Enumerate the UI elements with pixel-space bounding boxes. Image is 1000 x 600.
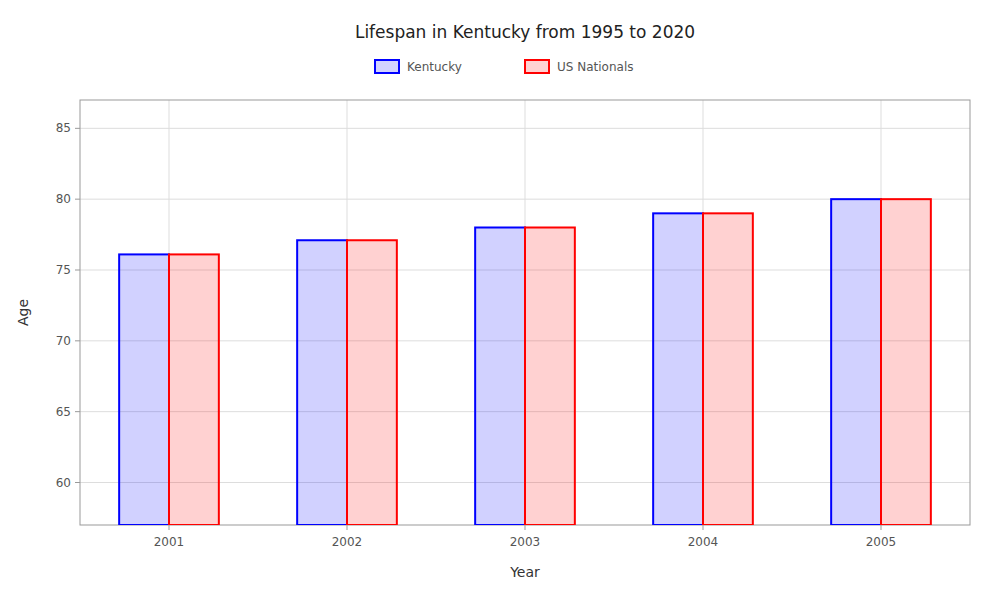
x-tick-label: 2004 <box>688 535 719 549</box>
y-tick-label: 65 <box>56 405 71 419</box>
x-axis-label: Year <box>509 564 540 580</box>
y-tick-label: 75 <box>56 263 71 277</box>
x-tick <box>347 525 348 530</box>
y-tick <box>75 411 80 412</box>
y-axis: 60 65 70 75 80 85 <box>56 121 80 489</box>
y-tick <box>75 128 80 129</box>
y-axis-label: Age <box>15 299 31 326</box>
y-tick-label: 80 <box>56 192 71 206</box>
x-axis: 2001 2002 2003 2004 2005 <box>154 525 897 549</box>
bar <box>881 199 931 525</box>
y-tick <box>75 340 80 341</box>
legend-swatch <box>375 60 399 73</box>
bar <box>831 199 881 525</box>
x-tick-label: 2005 <box>866 535 897 549</box>
bar <box>703 213 753 525</box>
y-tick <box>75 482 80 483</box>
legend-label: Kentucky <box>407 60 462 74</box>
plot-frame <box>80 100 970 525</box>
bar <box>475 228 525 526</box>
chart-container: 60 65 70 75 80 85 2001 2002 2003 2004 2005 Year Age L… <box>0 0 1000 600</box>
bar <box>525 228 575 526</box>
x-tick <box>881 525 882 530</box>
chart: 60 65 70 75 80 85 2001 2002 2003 2004 2005 Year Age L… <box>0 0 1000 600</box>
x-tick-label: 2001 <box>154 535 185 549</box>
y-tick-label: 60 <box>56 476 71 490</box>
legend-label: US Nationals <box>557 60 633 74</box>
x-tick <box>703 525 704 530</box>
legend: Kentucky US Nationals <box>375 60 633 74</box>
bar <box>169 254 219 525</box>
x-tick <box>169 525 170 530</box>
x-tick-label: 2003 <box>510 535 541 549</box>
y-tick-label: 85 <box>56 121 71 135</box>
y-tick <box>75 199 80 200</box>
legend-swatch <box>525 60 549 73</box>
bar <box>297 240 347 525</box>
grid <box>80 100 970 525</box>
bar <box>653 213 703 525</box>
y-tick <box>75 270 80 271</box>
bars <box>119 199 931 525</box>
y-tick-label: 70 <box>56 334 71 348</box>
x-tick-label: 2002 <box>332 535 363 549</box>
title: Lifespan in Kentucky from 1995 to 2020 <box>355 22 695 42</box>
bar <box>119 254 169 525</box>
x-tick <box>525 525 526 530</box>
bar <box>347 240 397 525</box>
